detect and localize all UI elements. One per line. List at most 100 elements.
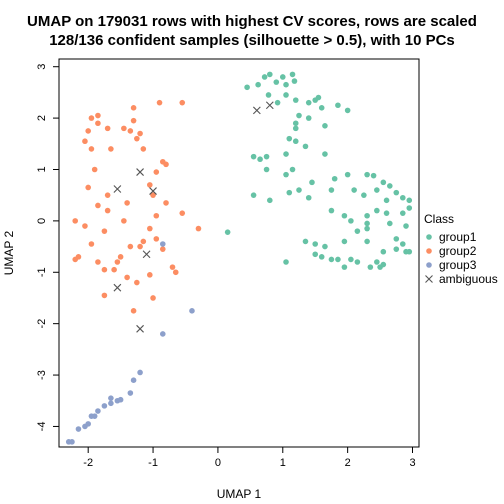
point-group1 bbox=[257, 156, 263, 163]
point-group1 bbox=[302, 238, 309, 245]
x-axis: -2 -1 0 1 2 3 bbox=[83, 446, 416, 469]
point-group2 bbox=[134, 279, 140, 286]
point-group2 bbox=[111, 266, 117, 273]
y-tick-label: -2 bbox=[36, 319, 48, 329]
point-group2 bbox=[121, 218, 127, 224]
point-group1 bbox=[250, 192, 257, 198]
point-group1 bbox=[364, 171, 370, 178]
legend-label-group1: group1 bbox=[439, 230, 477, 244]
point-group1 bbox=[361, 192, 367, 198]
point-group1 bbox=[296, 187, 302, 193]
point-group1 bbox=[374, 187, 380, 193]
point-group1 bbox=[224, 229, 231, 235]
y-tick-label: 2 bbox=[36, 115, 48, 121]
point-group1 bbox=[354, 228, 361, 234]
point-group1 bbox=[302, 143, 309, 150]
point-group1 bbox=[318, 105, 325, 111]
point-group2 bbox=[159, 246, 166, 252]
point-group2 bbox=[127, 128, 134, 134]
point-group1 bbox=[322, 151, 328, 157]
point-group3 bbox=[82, 423, 88, 430]
point-group2 bbox=[124, 200, 130, 206]
point-group1 bbox=[399, 241, 406, 247]
point-group2 bbox=[153, 169, 160, 175]
point-group2 bbox=[169, 264, 176, 270]
point-group1 bbox=[305, 115, 312, 121]
point-group1 bbox=[309, 179, 315, 186]
point-group1 bbox=[364, 212, 370, 219]
point-ambiguous bbox=[142, 250, 151, 259]
point-group1 bbox=[364, 225, 370, 232]
legend-marker-group3 bbox=[426, 262, 432, 268]
point-group1 bbox=[255, 81, 261, 88]
point-group2 bbox=[101, 228, 108, 234]
y-tick-label: 0 bbox=[36, 218, 48, 224]
point-group2 bbox=[114, 259, 121, 265]
y-tick-label: -1 bbox=[36, 267, 48, 277]
point-group1 bbox=[283, 259, 289, 265]
point-ambiguous bbox=[113, 283, 122, 292]
point-group2 bbox=[95, 120, 101, 127]
point-group1 bbox=[244, 84, 250, 91]
y-axis: -4 -3 -2 -1 0 1 2 3 bbox=[36, 64, 60, 431]
point-group1 bbox=[265, 92, 272, 98]
point-group2 bbox=[82, 138, 88, 145]
point-group1 bbox=[335, 102, 341, 109]
point-group2 bbox=[147, 182, 153, 188]
point-group1 bbox=[354, 259, 361, 265]
point-group1 bbox=[292, 120, 299, 127]
point-group1 bbox=[263, 166, 270, 173]
point-group2 bbox=[130, 105, 137, 111]
point-group1 bbox=[315, 94, 322, 101]
point-group1 bbox=[393, 189, 400, 196]
point-group2 bbox=[163, 200, 169, 206]
point-ambiguous bbox=[136, 168, 144, 176]
y-axis-title: UMAP 2 bbox=[2, 230, 16, 275]
chart-subtitle: 128/136 confident samples (silhouette > … bbox=[49, 32, 455, 49]
point-group1 bbox=[283, 171, 289, 178]
point-group1 bbox=[344, 107, 351, 114]
point-group3 bbox=[108, 400, 114, 407]
point-group2 bbox=[172, 269, 179, 276]
point-group2 bbox=[91, 166, 98, 173]
point-group1 bbox=[292, 97, 299, 103]
legend-marker-ambiguous bbox=[425, 275, 433, 283]
point-group2 bbox=[95, 259, 101, 265]
point-group1 bbox=[374, 259, 380, 265]
point-group1 bbox=[380, 261, 387, 268]
point-group1 bbox=[292, 138, 299, 145]
legend-label-ambiguous: ambiguous bbox=[439, 272, 498, 286]
point-group2 bbox=[101, 266, 108, 273]
point-group1 bbox=[341, 264, 348, 270]
point-group1 bbox=[289, 71, 296, 78]
x-tick-label: 2 bbox=[345, 457, 351, 469]
point-group1 bbox=[403, 223, 409, 229]
point-group2 bbox=[150, 295, 156, 301]
point-group1 bbox=[335, 256, 341, 263]
point-group2 bbox=[130, 117, 137, 124]
point-group1 bbox=[261, 74, 268, 80]
point-group2 bbox=[137, 243, 143, 250]
y-tick-label: 1 bbox=[36, 166, 48, 172]
chart-title: UMAP on 179031 rows with highest CV scor… bbox=[27, 13, 477, 30]
point-group1 bbox=[341, 238, 348, 245]
point-group1 bbox=[331, 175, 338, 182]
point-group3 bbox=[101, 403, 108, 409]
x-axis-title: UMAP 1 bbox=[217, 487, 262, 501]
x-tick-label: -1 bbox=[148, 457, 158, 469]
points-layer bbox=[65, 71, 413, 445]
point-group1 bbox=[406, 205, 413, 211]
point-ambiguous bbox=[136, 324, 144, 333]
point-group2 bbox=[104, 125, 111, 132]
point-group1 bbox=[274, 99, 281, 106]
point-group1 bbox=[393, 236, 400, 242]
point-group1 bbox=[399, 194, 406, 201]
point-group1 bbox=[291, 78, 298, 84]
point-group1 bbox=[367, 264, 374, 270]
point-group2 bbox=[88, 146, 95, 152]
point-group2 bbox=[121, 125, 127, 132]
legend-label-group2: group2 bbox=[439, 244, 477, 258]
point-ambiguous bbox=[113, 185, 122, 193]
y-tick-label: 3 bbox=[36, 64, 48, 70]
point-group1 bbox=[312, 251, 319, 258]
